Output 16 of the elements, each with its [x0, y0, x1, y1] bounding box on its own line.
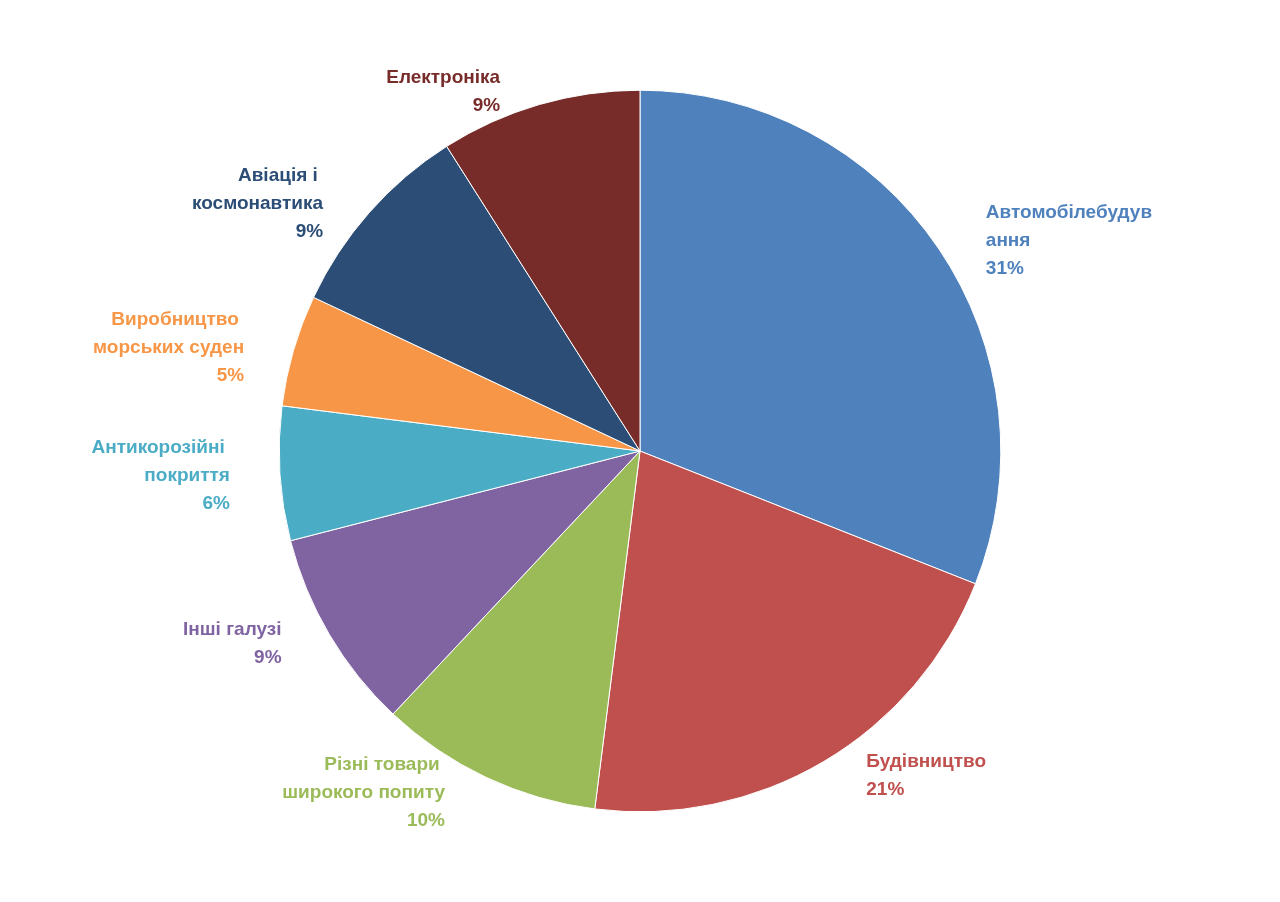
slice-label: Різні товари широкого попиту	[282, 752, 446, 802]
data-label: 10%	[406, 808, 446, 830]
data-label: 6%	[202, 492, 231, 514]
data-label: 9%	[472, 93, 501, 115]
slice-label: Електроніка	[386, 65, 501, 87]
slice-label: Автомобілебудування	[985, 201, 1153, 251]
slice-label: Виробництво морських суден	[93, 307, 245, 357]
slice-label: Інші галузі	[183, 617, 282, 639]
slice-label: Антикорозійні покриття	[91, 436, 230, 486]
data-label: 31%	[985, 257, 1024, 279]
data-label: 5%	[216, 363, 245, 385]
slice-label: Будівництво	[866, 749, 986, 771]
data-label: 9%	[254, 645, 282, 667]
data-label: 9%	[295, 219, 324, 241]
data-label: 21%	[866, 777, 905, 799]
slice-label: Авіація і космонавтика	[191, 163, 324, 213]
